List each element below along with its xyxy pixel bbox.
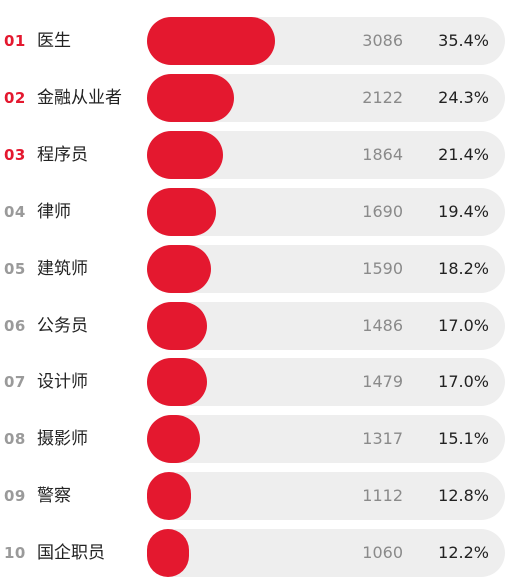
- chart-row: 02 金融从业者 2122 24.3%: [0, 73, 509, 122]
- category-label: 国企职员: [37, 543, 105, 564]
- count-label: 1486: [362, 315, 403, 335]
- category-label: 律师: [37, 201, 71, 222]
- rank-label: 02: [4, 88, 26, 107]
- rank-label: 09: [4, 487, 26, 506]
- rank-label: 06: [4, 316, 26, 335]
- percent-label: 35.4%: [438, 31, 489, 50]
- rank-label: 03: [4, 145, 26, 164]
- percent-label: 15.1%: [438, 429, 489, 449]
- count-label: 1060: [362, 543, 403, 563]
- percent-label: 12.8%: [438, 486, 489, 506]
- chart-row: 04 律师 1690 19.4%: [0, 187, 509, 236]
- percent-label: 21.4%: [438, 144, 489, 164]
- count-label: 2122: [362, 87, 403, 107]
- chart-row: 05 建筑师 1590 18.2%: [0, 244, 509, 293]
- bar-track: [147, 130, 505, 179]
- count-label: 3086: [362, 31, 403, 50]
- bar: [147, 472, 192, 521]
- bar: [147, 358, 207, 407]
- rank-label: 10: [4, 544, 26, 563]
- percent-label: 17.0%: [438, 372, 489, 392]
- bar: [147, 17, 275, 65]
- bar: [147, 187, 216, 236]
- bar: [147, 529, 189, 578]
- percent-label: 19.4%: [438, 201, 489, 221]
- chart-row: 07 设计师 1479 17.0%: [0, 358, 509, 407]
- category-label: 设计师: [37, 372, 88, 393]
- chart-row: 06 公务员 1486 17.0%: [0, 301, 509, 350]
- percent-label: 12.2%: [438, 543, 489, 563]
- chart-row: 08 摄影师 1317 15.1%: [0, 415, 509, 464]
- bar: [147, 73, 235, 122]
- percent-label: 17.0%: [438, 315, 489, 335]
- bar: [147, 415, 200, 464]
- count-label: 1590: [362, 258, 403, 278]
- bar-track: [147, 187, 505, 236]
- category-label: 摄影师: [37, 429, 88, 450]
- count-label: 1864: [362, 144, 403, 164]
- bar-track: [147, 529, 505, 578]
- count-label: 1479: [362, 372, 403, 392]
- percent-label: 18.2%: [438, 258, 489, 278]
- count-label: 1690: [362, 201, 403, 221]
- chart-row: 09 警察 1112 12.8%: [0, 472, 509, 521]
- bar-track: [147, 301, 505, 350]
- bar-track: [147, 358, 505, 407]
- category-label: 公务员: [37, 315, 88, 336]
- rank-label: 05: [4, 259, 26, 278]
- rank-label: 08: [4, 430, 26, 449]
- category-label: 程序员: [37, 144, 88, 165]
- category-label: 医生: [37, 31, 71, 51]
- bar-track: [147, 17, 505, 65]
- bar: [147, 130, 224, 179]
- bar-track: [147, 415, 505, 464]
- rank-label: 04: [4, 202, 26, 221]
- chart-row: 01 医生 3086 35.4%: [0, 17, 509, 65]
- bar: [147, 301, 208, 350]
- count-label: 1112: [362, 486, 403, 506]
- category-label: 建筑师: [37, 258, 88, 279]
- rank-label: 07: [4, 373, 26, 392]
- rank-label: 01: [4, 32, 26, 50]
- bar: [147, 244, 212, 293]
- count-label: 1317: [362, 429, 403, 449]
- bar-track: [147, 73, 505, 122]
- category-label: 金融从业者: [37, 87, 122, 108]
- percent-label: 24.3%: [438, 87, 489, 107]
- bar-track: [147, 472, 505, 521]
- chart-row: 03 程序员 1864 21.4%: [0, 130, 509, 179]
- chart-row: 10 国企职员 1060 12.2%: [0, 529, 509, 578]
- category-label: 警察: [37, 486, 71, 507]
- bar-track: [147, 244, 505, 293]
